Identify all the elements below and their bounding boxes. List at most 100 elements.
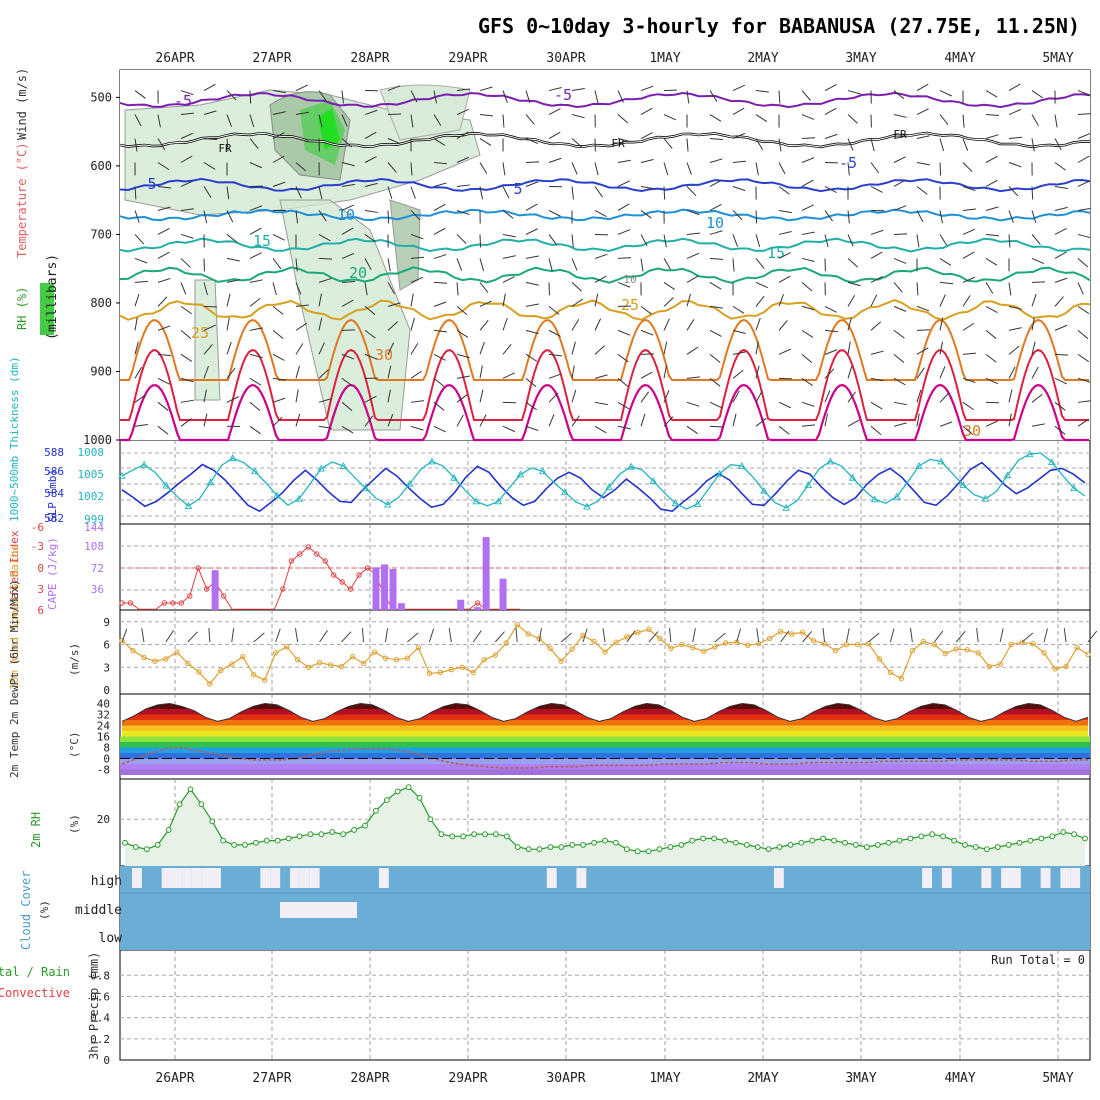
wind-barb [732,351,746,355]
wind-barb [272,111,286,116]
wind-barb-10m [714,632,726,643]
wind-barb [456,258,463,271]
contour-label: 10 [623,273,636,286]
wind-speed-point [514,622,520,628]
wind-barb [410,370,423,379]
thickness-line [121,461,1086,513]
wind-speed-point [942,650,948,657]
wind-speed-point [229,661,235,667]
wind-barb [433,227,446,235]
wind-barb [594,345,605,355]
wind-barb [847,258,859,268]
wind-barb [1031,281,1046,283]
precip-tick: 0.2 [90,1033,110,1046]
wind-barb [663,162,669,176]
rh-point [525,846,532,853]
wind-barb [686,252,700,259]
wind-barb [755,390,763,403]
lifted-index-point [187,593,193,599]
precip-frame [119,949,1091,1061]
temp-band [122,720,1088,726]
wind-barb [640,258,644,272]
temp-tick: -8 [97,764,110,777]
wind-barb [410,233,424,240]
wind-barb [617,353,629,363]
rh-point [307,831,314,838]
wind-speed-point [712,644,718,650]
high-cloud-gap [171,868,182,888]
wind-barb [548,157,562,163]
wind-barb [180,305,192,315]
high-cloud-gap [941,868,952,888]
wind-barb [594,401,608,406]
wind-barb [640,329,654,336]
wind-barb [893,353,905,364]
rh-point [1060,829,1067,835]
rh-point [351,827,357,833]
wind-barb-10m [692,628,696,643]
wind-barb [387,365,392,379]
wind-barb [801,157,815,163]
wind-speed-point [624,634,630,640]
wind-barb [548,392,559,403]
wind-barb [893,422,907,427]
wind-barb [571,234,574,248]
wind-barb-10m [1087,630,1098,643]
temp-tick: 16 [97,731,110,744]
slp-point [627,462,635,470]
wind-barb [341,377,353,387]
top-date-label: 4MAY [944,51,975,66]
wind-barb [433,377,445,387]
wind-barb [295,413,301,427]
wind-speed-point [613,639,619,645]
wind-barb [1031,114,1039,127]
wind-barb [525,138,539,145]
wind-barb [801,114,815,120]
slp-point [206,478,215,486]
wind-barb [272,353,285,361]
rh-area [125,787,1085,866]
rh-point [482,831,488,838]
temp-band [122,709,1088,715]
wind-barb [824,329,838,333]
wind-barb [1054,228,1067,235]
rh-point [853,841,859,848]
cape-frame [119,523,1091,611]
rh-point [787,841,794,848]
wind-barb [157,114,161,128]
wind-speed-point [1008,641,1014,648]
wind-barb [249,205,263,211]
wind-barb-10m [384,628,389,643]
wind-barb [525,90,531,104]
wind-barb-10m [846,628,850,643]
wind-barb [801,353,813,364]
wind-barb [870,275,883,283]
wind-barb [433,281,448,284]
lifted-tick: -6 [31,521,44,534]
wind-speed-point [163,656,169,662]
rh-point [885,839,892,846]
wind-barb [893,90,905,100]
slp-point [317,464,325,472]
rh-point [1071,831,1077,838]
temp2m-label: 2m Temp 2m DewPt (6hr Min/Max) [8,579,21,778]
wind-speed-point [1063,663,1069,670]
wind-barb [134,138,138,152]
wind-barb-10m [141,628,145,643]
rh-point [176,801,183,808]
slp-point [959,481,967,488]
wind-barb [962,401,974,411]
wind-barb-10m [165,630,175,643]
wind-barb [755,138,764,150]
lifted-tick: 3 [37,583,44,596]
precip-convective-label: Convective [0,986,70,1000]
wind-barb [157,227,170,235]
wind-barb [134,234,145,245]
wind-speed-point [459,664,465,670]
wind-barb [341,114,348,127]
slp-point [494,497,503,505]
wind-barb [893,329,905,339]
wind-speed-point [887,669,894,676]
wind-barb [709,257,723,260]
